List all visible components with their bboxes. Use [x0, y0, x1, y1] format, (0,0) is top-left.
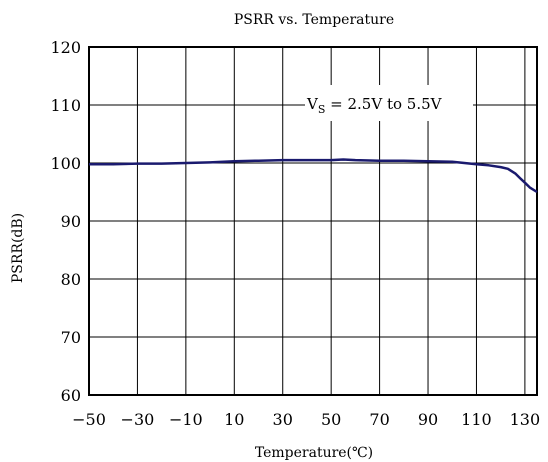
- annotation-text: VS = 2.5V to 5.5V: [306, 95, 443, 116]
- x-tick-label: 90: [418, 410, 438, 429]
- annotation-rest: = 2.5V to 5.5V: [325, 95, 442, 113]
- series-layer: [89, 158, 538, 194]
- plot-frame: [88, 46, 538, 396]
- y-axis-label: PSRR(dB): [10, 213, 26, 283]
- x-tick-label: 70: [369, 410, 389, 429]
- annotation-prefix: V: [306, 95, 319, 113]
- annotation-background: [305, 85, 473, 121]
- y-tick-label: 70: [61, 328, 81, 347]
- y-tick-label: 90: [61, 212, 81, 231]
- y-tick-label: 100: [50, 154, 81, 173]
- y-tick-label: 80: [61, 270, 81, 289]
- chart-title: PSRR vs. Temperature: [234, 12, 394, 28]
- x-tick-labels: −50 −30 −10 10 30 50 70 90 110 130: [72, 410, 540, 429]
- x-tick-label: 110: [461, 410, 492, 429]
- y-tick-label: 120: [50, 38, 81, 57]
- psrr-series-line: [89, 158, 538, 194]
- y-tick-label: 60: [61, 386, 81, 405]
- x-tick-label: −50: [72, 410, 106, 429]
- y-tick-labels: 60 70 80 90 100 110 120: [50, 38, 81, 405]
- annotation-subscript: S: [318, 103, 326, 116]
- x-tick-label: −30: [121, 410, 155, 429]
- x-tick-label: 130: [510, 410, 541, 429]
- x-tick-label: 30: [273, 410, 293, 429]
- x-axis-label: Temperature(℃): [255, 445, 373, 461]
- x-tick-label: 10: [224, 410, 244, 429]
- y-tick-label: 110: [50, 96, 81, 115]
- x-tick-label: −10: [169, 410, 203, 429]
- x-tick-label: 50: [321, 410, 341, 429]
- annotation-box: VS = 2.5V to 5.5V: [305, 85, 473, 121]
